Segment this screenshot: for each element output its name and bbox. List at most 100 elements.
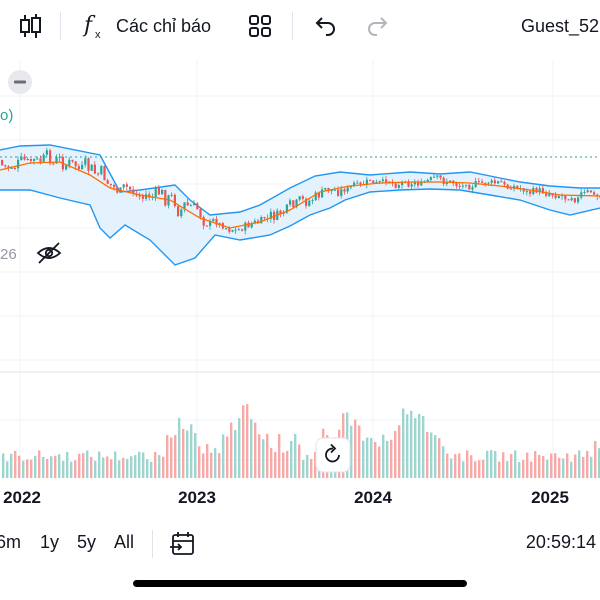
candle xyxy=(164,189,167,207)
volume-bar xyxy=(78,453,81,478)
candle xyxy=(545,190,548,198)
volume-bar xyxy=(594,441,597,478)
volume-bar xyxy=(422,416,425,478)
candle xyxy=(205,225,208,227)
candle xyxy=(497,180,500,185)
candles-icon[interactable] xyxy=(18,0,42,52)
volume-bar xyxy=(238,418,241,478)
candle xyxy=(439,175,442,181)
user-label: Guest_52 xyxy=(521,15,600,36)
layouts-icon[interactable] xyxy=(248,0,272,52)
volume-bar xyxy=(142,452,145,478)
volume-bar xyxy=(234,430,237,478)
volume-bar xyxy=(450,458,453,478)
volume-bar xyxy=(314,451,317,478)
volume-bar xyxy=(426,431,429,478)
range-all-button[interactable]: All xyxy=(114,532,135,552)
volume-bar xyxy=(250,419,253,478)
candle xyxy=(87,157,90,175)
volume-bar xyxy=(6,461,9,478)
chart-grid xyxy=(0,60,600,480)
volume-bar xyxy=(214,448,217,478)
candle xyxy=(289,198,292,207)
candle xyxy=(298,195,301,202)
candle xyxy=(385,175,388,186)
candle xyxy=(17,156,20,173)
volume-bar xyxy=(258,434,261,478)
volume-bar xyxy=(270,447,273,478)
chart-pane[interactable]: 2022 2023 2024 2025 o) 26 xyxy=(0,52,600,522)
candle xyxy=(493,177,496,185)
home-indicator xyxy=(133,580,467,587)
volume-bar xyxy=(582,456,585,478)
range-1y-button[interactable]: 1y xyxy=(40,532,60,552)
candle xyxy=(71,159,74,163)
candle xyxy=(129,186,132,194)
eye-off-icon[interactable] xyxy=(36,242,62,264)
volume-bar xyxy=(118,460,121,478)
candle xyxy=(564,194,567,203)
volume-bar xyxy=(218,453,221,478)
volume-bar xyxy=(510,454,513,478)
candle xyxy=(468,183,471,190)
candle xyxy=(471,184,474,194)
volume-bar xyxy=(42,456,45,478)
volume-bar xyxy=(222,434,225,478)
reset-chart-button[interactable] xyxy=(315,437,351,473)
volume-bar xyxy=(570,461,573,478)
candle xyxy=(586,188,589,194)
volume-bar xyxy=(126,458,129,478)
range-6m-button[interactable]: 6m xyxy=(0,532,22,552)
time-axis: 2022 2023 2024 2025 xyxy=(3,488,569,507)
volume-bar xyxy=(74,460,77,478)
candle xyxy=(410,182,413,190)
candle xyxy=(234,226,237,234)
indicators-button[interactable]: f x Các chỉ báo xyxy=(82,0,211,52)
candle xyxy=(97,172,100,177)
candle xyxy=(577,195,580,205)
candle xyxy=(397,181,400,190)
volume-bar xyxy=(302,459,305,478)
candle xyxy=(196,201,199,211)
candle xyxy=(369,179,372,182)
collapse-legend-button[interactable] xyxy=(8,70,32,94)
user-account[interactable]: Guest_52 xyxy=(521,0,599,52)
volume-bar xyxy=(578,450,581,478)
candle xyxy=(132,185,135,197)
volume-bar xyxy=(298,444,301,478)
volume-bar xyxy=(230,422,233,478)
candle xyxy=(186,198,189,206)
svg-text:x: x xyxy=(95,29,101,40)
volume-bar xyxy=(210,452,213,478)
volume-bar xyxy=(310,458,313,478)
candle xyxy=(529,190,532,197)
price-chart[interactable]: 2022 2023 2024 2025 o) 26 xyxy=(0,52,600,522)
candle xyxy=(481,178,484,184)
volume-bar xyxy=(474,461,477,478)
volume-bar xyxy=(62,460,65,478)
candle xyxy=(330,189,333,195)
volume-bar xyxy=(154,451,157,478)
volume-bar xyxy=(434,435,437,478)
candle xyxy=(215,215,218,228)
range-5y-button[interactable]: 5y xyxy=(77,532,97,552)
volume-bar xyxy=(390,439,393,478)
redo-icon[interactable] xyxy=(366,0,390,52)
candle xyxy=(125,182,128,191)
go-to-date-icon[interactable] xyxy=(169,530,197,563)
x-tick-label: 2022 xyxy=(3,488,41,507)
volume-bar xyxy=(46,459,49,478)
bollinger-fill xyxy=(0,145,600,265)
volume-bar xyxy=(362,440,365,478)
candle xyxy=(311,198,314,205)
candle xyxy=(225,227,228,230)
candle xyxy=(589,190,592,194)
volume-bar xyxy=(438,438,441,478)
candle xyxy=(263,216,266,220)
volume-bar xyxy=(538,455,541,478)
candle xyxy=(173,193,176,208)
undo-icon[interactable] xyxy=(313,0,337,52)
bollinger-upper-band xyxy=(0,144,600,216)
volume-bar xyxy=(518,461,521,478)
candle xyxy=(26,157,29,161)
